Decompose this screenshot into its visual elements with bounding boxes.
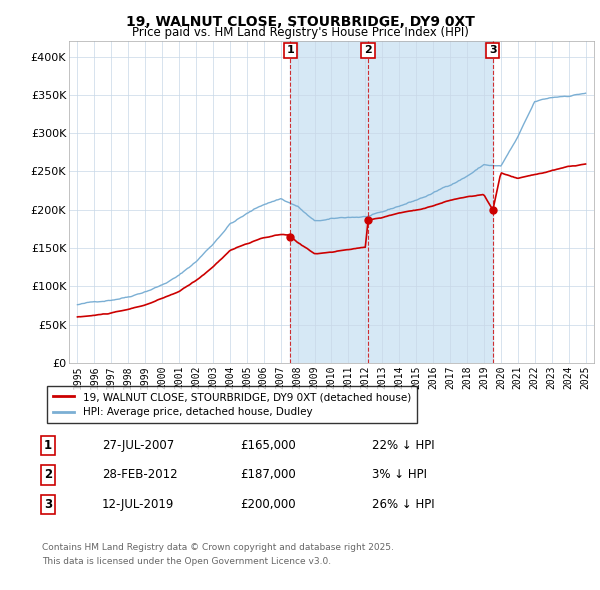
Text: 26% ↓ HPI: 26% ↓ HPI (372, 498, 434, 511)
Text: 27-JUL-2007: 27-JUL-2007 (102, 439, 174, 452)
Text: 28-FEB-2012: 28-FEB-2012 (102, 468, 178, 481)
Text: Price paid vs. HM Land Registry's House Price Index (HPI): Price paid vs. HM Land Registry's House … (131, 26, 469, 39)
Text: 1: 1 (44, 439, 52, 452)
Text: £187,000: £187,000 (240, 468, 296, 481)
Text: This data is licensed under the Open Government Licence v3.0.: This data is licensed under the Open Gov… (42, 557, 331, 566)
Text: 19, WALNUT CLOSE, STOURBRIDGE, DY9 0XT: 19, WALNUT CLOSE, STOURBRIDGE, DY9 0XT (125, 15, 475, 29)
Text: 22% ↓ HPI: 22% ↓ HPI (372, 439, 434, 452)
Text: £165,000: £165,000 (240, 439, 296, 452)
Legend: 19, WALNUT CLOSE, STOURBRIDGE, DY9 0XT (detached house), HPI: Average price, det: 19, WALNUT CLOSE, STOURBRIDGE, DY9 0XT (… (47, 386, 417, 424)
Text: 3% ↓ HPI: 3% ↓ HPI (372, 468, 427, 481)
Text: 2: 2 (44, 468, 52, 481)
Text: 1: 1 (286, 45, 294, 55)
Text: 3: 3 (44, 498, 52, 511)
Bar (290, 41, 493, 363)
Text: 3: 3 (489, 45, 497, 55)
Text: Contains HM Land Registry data © Crown copyright and database right 2025.: Contains HM Land Registry data © Crown c… (42, 543, 394, 552)
Text: 2: 2 (364, 45, 372, 55)
Text: £200,000: £200,000 (240, 498, 296, 511)
Text: 12-JUL-2019: 12-JUL-2019 (102, 498, 175, 511)
